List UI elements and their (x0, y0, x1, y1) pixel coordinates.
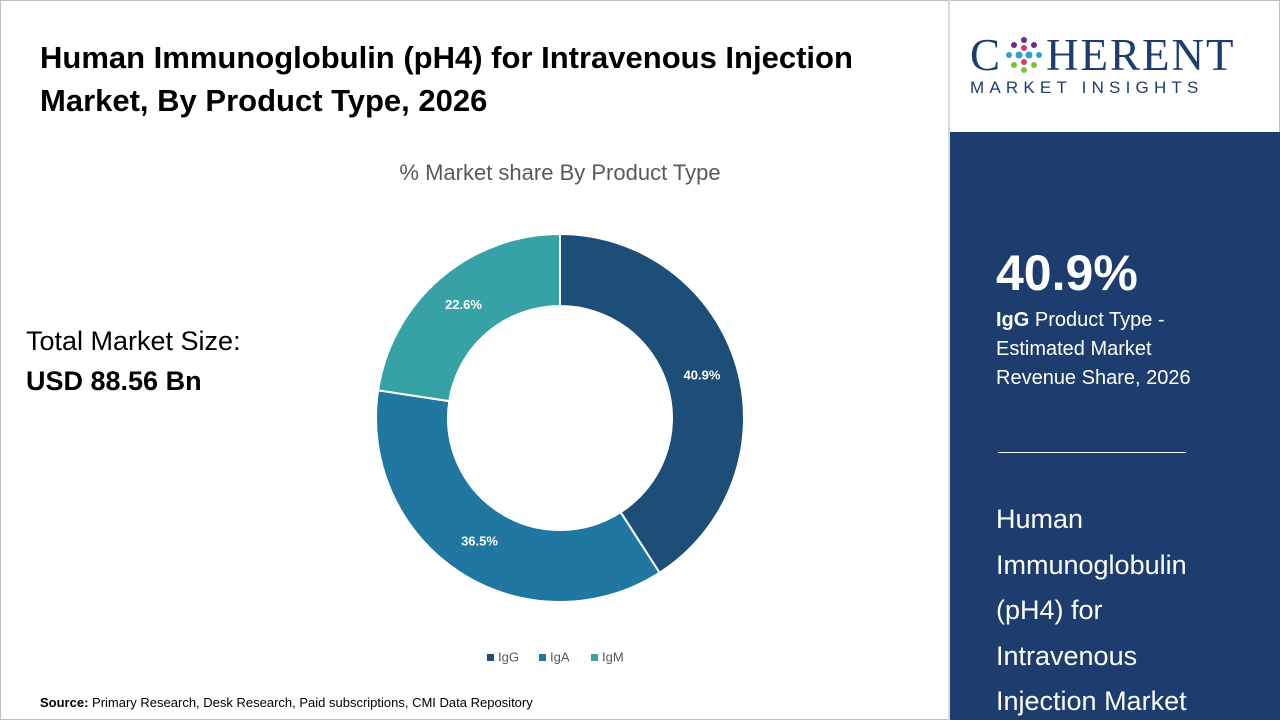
caption-text: Product Type - Estimated Market Revenue … (996, 309, 1191, 389)
legend-swatch (487, 654, 494, 661)
legend-label: IgA (550, 649, 570, 664)
legend-swatch (539, 654, 546, 661)
data-label: 22.6% (445, 297, 482, 312)
chart-subtitle: % Market share By Product Type (399, 160, 721, 185)
logo-name: C HERENT (970, 32, 1270, 78)
logo-icon (1006, 37, 1043, 73)
legend-swatch (591, 654, 598, 661)
legend-label: IgG (498, 649, 519, 664)
separator (998, 452, 1186, 453)
source-label: Source: (40, 695, 89, 710)
donut-slice (375, 389, 661, 603)
market-size-label: Total Market Size: (26, 326, 241, 356)
highlight-value: 40.9% (996, 245, 1138, 301)
donut-slice (376, 232, 561, 403)
highlight-segment: IgG (996, 309, 1030, 331)
logo: C HERENT MARKET INSIGHTS (970, 32, 1270, 98)
source-text: Primary Research, Desk Research, Paid su… (92, 695, 533, 710)
market-name: Human Immunoglobulin (pH4) for Intraveno… (996, 504, 1187, 716)
chart-title: Human Immunoglobulin (pH4) for Intraveno… (40, 40, 853, 118)
logo-text: C (970, 30, 1003, 80)
logo-text: HERENT (1046, 30, 1236, 80)
logo-tagline: MARKET INSIGHTS (970, 78, 1204, 97)
chart: 40.9% 36.5% 22.6% IgG IgA IgM (375, 232, 745, 664)
donut-slice (559, 232, 745, 575)
data-label: 40.9% (684, 368, 721, 383)
highlight-caption: IgG Product Type - Estimated Market Reve… (996, 306, 1226, 393)
sidebar (950, 132, 1280, 720)
data-label: 36.5% (461, 534, 498, 549)
source: Source: Primary Research, Desk Research,… (40, 695, 533, 710)
market-size-value: USD 88.56 Bn (26, 366, 202, 396)
legend-label: IgM (602, 649, 624, 664)
divider (948, 0, 950, 720)
